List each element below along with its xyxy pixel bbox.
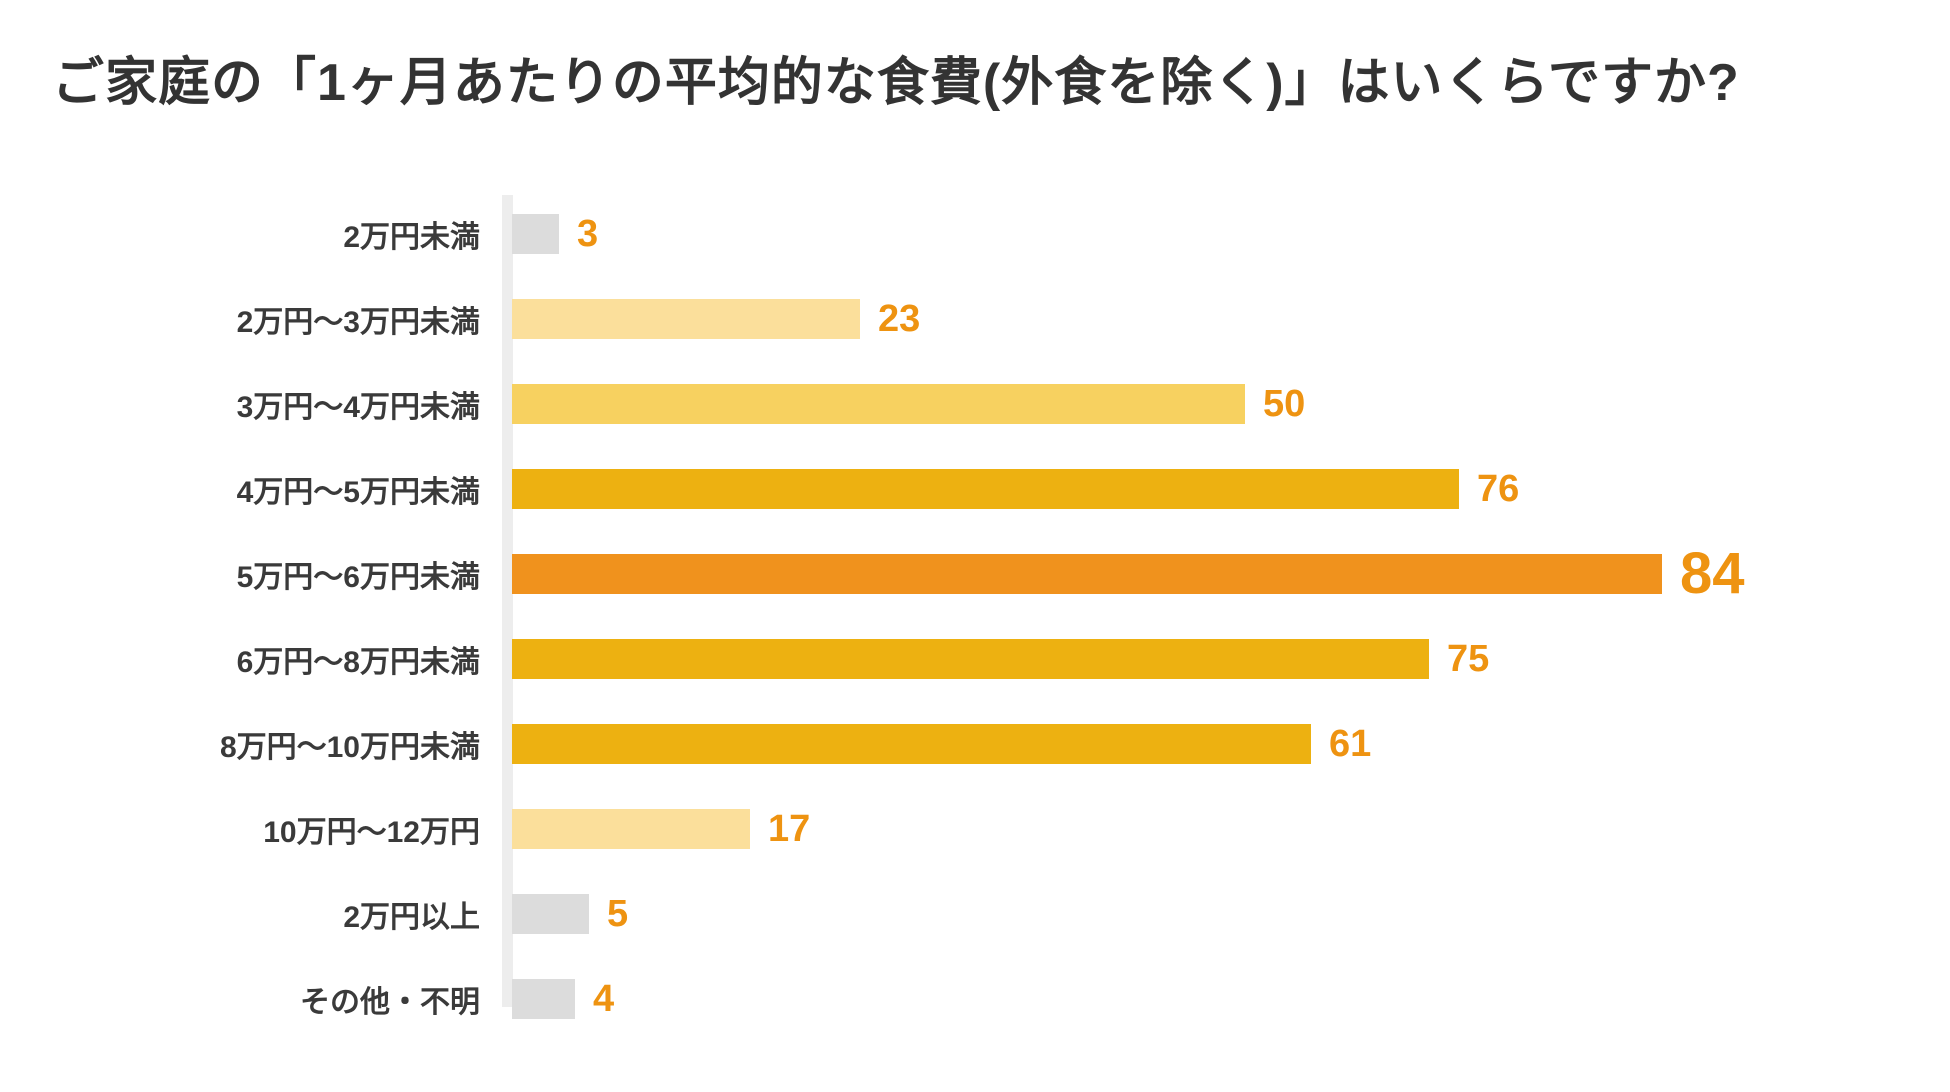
value-label: 84 xyxy=(1680,540,1745,606)
chart-row: 2万円未満 3 xyxy=(0,191,1950,276)
bar xyxy=(512,553,1662,594)
bar xyxy=(512,383,1245,424)
chart-row: 6万円〜8万円未満 75 xyxy=(0,616,1950,701)
bar xyxy=(512,298,860,339)
bar xyxy=(512,978,575,1019)
chart-row: 8万円〜10万円未満 61 xyxy=(0,701,1950,786)
chart-title: ご家庭の「1ヶ月あたりの平均的な食費(外食を除く)」はいくらですか? xyxy=(52,54,1740,112)
category-label: 5万円〜6万円未満 xyxy=(236,560,480,594)
value-label: 4 xyxy=(593,977,615,1020)
bar xyxy=(512,723,1311,764)
category-label: 10万円〜12万円 xyxy=(263,815,480,849)
value-label: 23 xyxy=(878,297,921,340)
chart-row: 2万円〜3万円未満 23 xyxy=(0,276,1950,361)
value-label: 3 xyxy=(577,212,599,255)
bar xyxy=(512,808,750,849)
chart-row: 5万円〜6万円未満 84 xyxy=(0,531,1950,616)
bar xyxy=(512,468,1459,509)
category-label: その他・不明 xyxy=(300,985,480,1019)
y-axis-line xyxy=(502,195,513,1007)
category-label: 4万円〜5万円未満 xyxy=(236,475,480,509)
value-label: 17 xyxy=(768,807,811,850)
chart-row: 10万円〜12万円 17 xyxy=(0,786,1950,871)
category-label: 3万円〜4万円未満 xyxy=(236,390,480,424)
value-label: 5 xyxy=(607,892,629,935)
value-label: 75 xyxy=(1447,637,1490,680)
category-label: 2万円未満 xyxy=(343,220,480,254)
chart-row: 2万円以上 5 xyxy=(0,871,1950,956)
bar xyxy=(512,893,589,934)
value-label: 50 xyxy=(1263,382,1306,425)
chart-row: その他・不明 4 xyxy=(0,956,1950,1041)
chart-rows: 2万円未満 3 2万円〜3万円未満 23 3万円〜4万円未満 50 4万円〜5万円未満 76 5… xyxy=(0,191,1950,1041)
value-label: 61 xyxy=(1329,722,1372,765)
bar xyxy=(512,638,1429,679)
category-label: 2万円以上 xyxy=(343,900,480,934)
value-label: 76 xyxy=(1477,467,1520,510)
category-label: 6万円〜8万円未満 xyxy=(236,645,480,679)
category-label: 8万円〜10万円未満 xyxy=(219,730,480,764)
bar xyxy=(512,213,559,254)
bar-chart: 2万円未満 3 2万円〜3万円未満 23 3万円〜4万円未満 50 4万円〜5万円未満 76 5… xyxy=(0,191,1950,1051)
category-label: 2万円〜3万円未満 xyxy=(236,305,480,339)
chart-row: 4万円〜5万円未満 76 xyxy=(0,446,1950,531)
chart-row: 3万円〜4万円未満 50 xyxy=(0,361,1950,446)
